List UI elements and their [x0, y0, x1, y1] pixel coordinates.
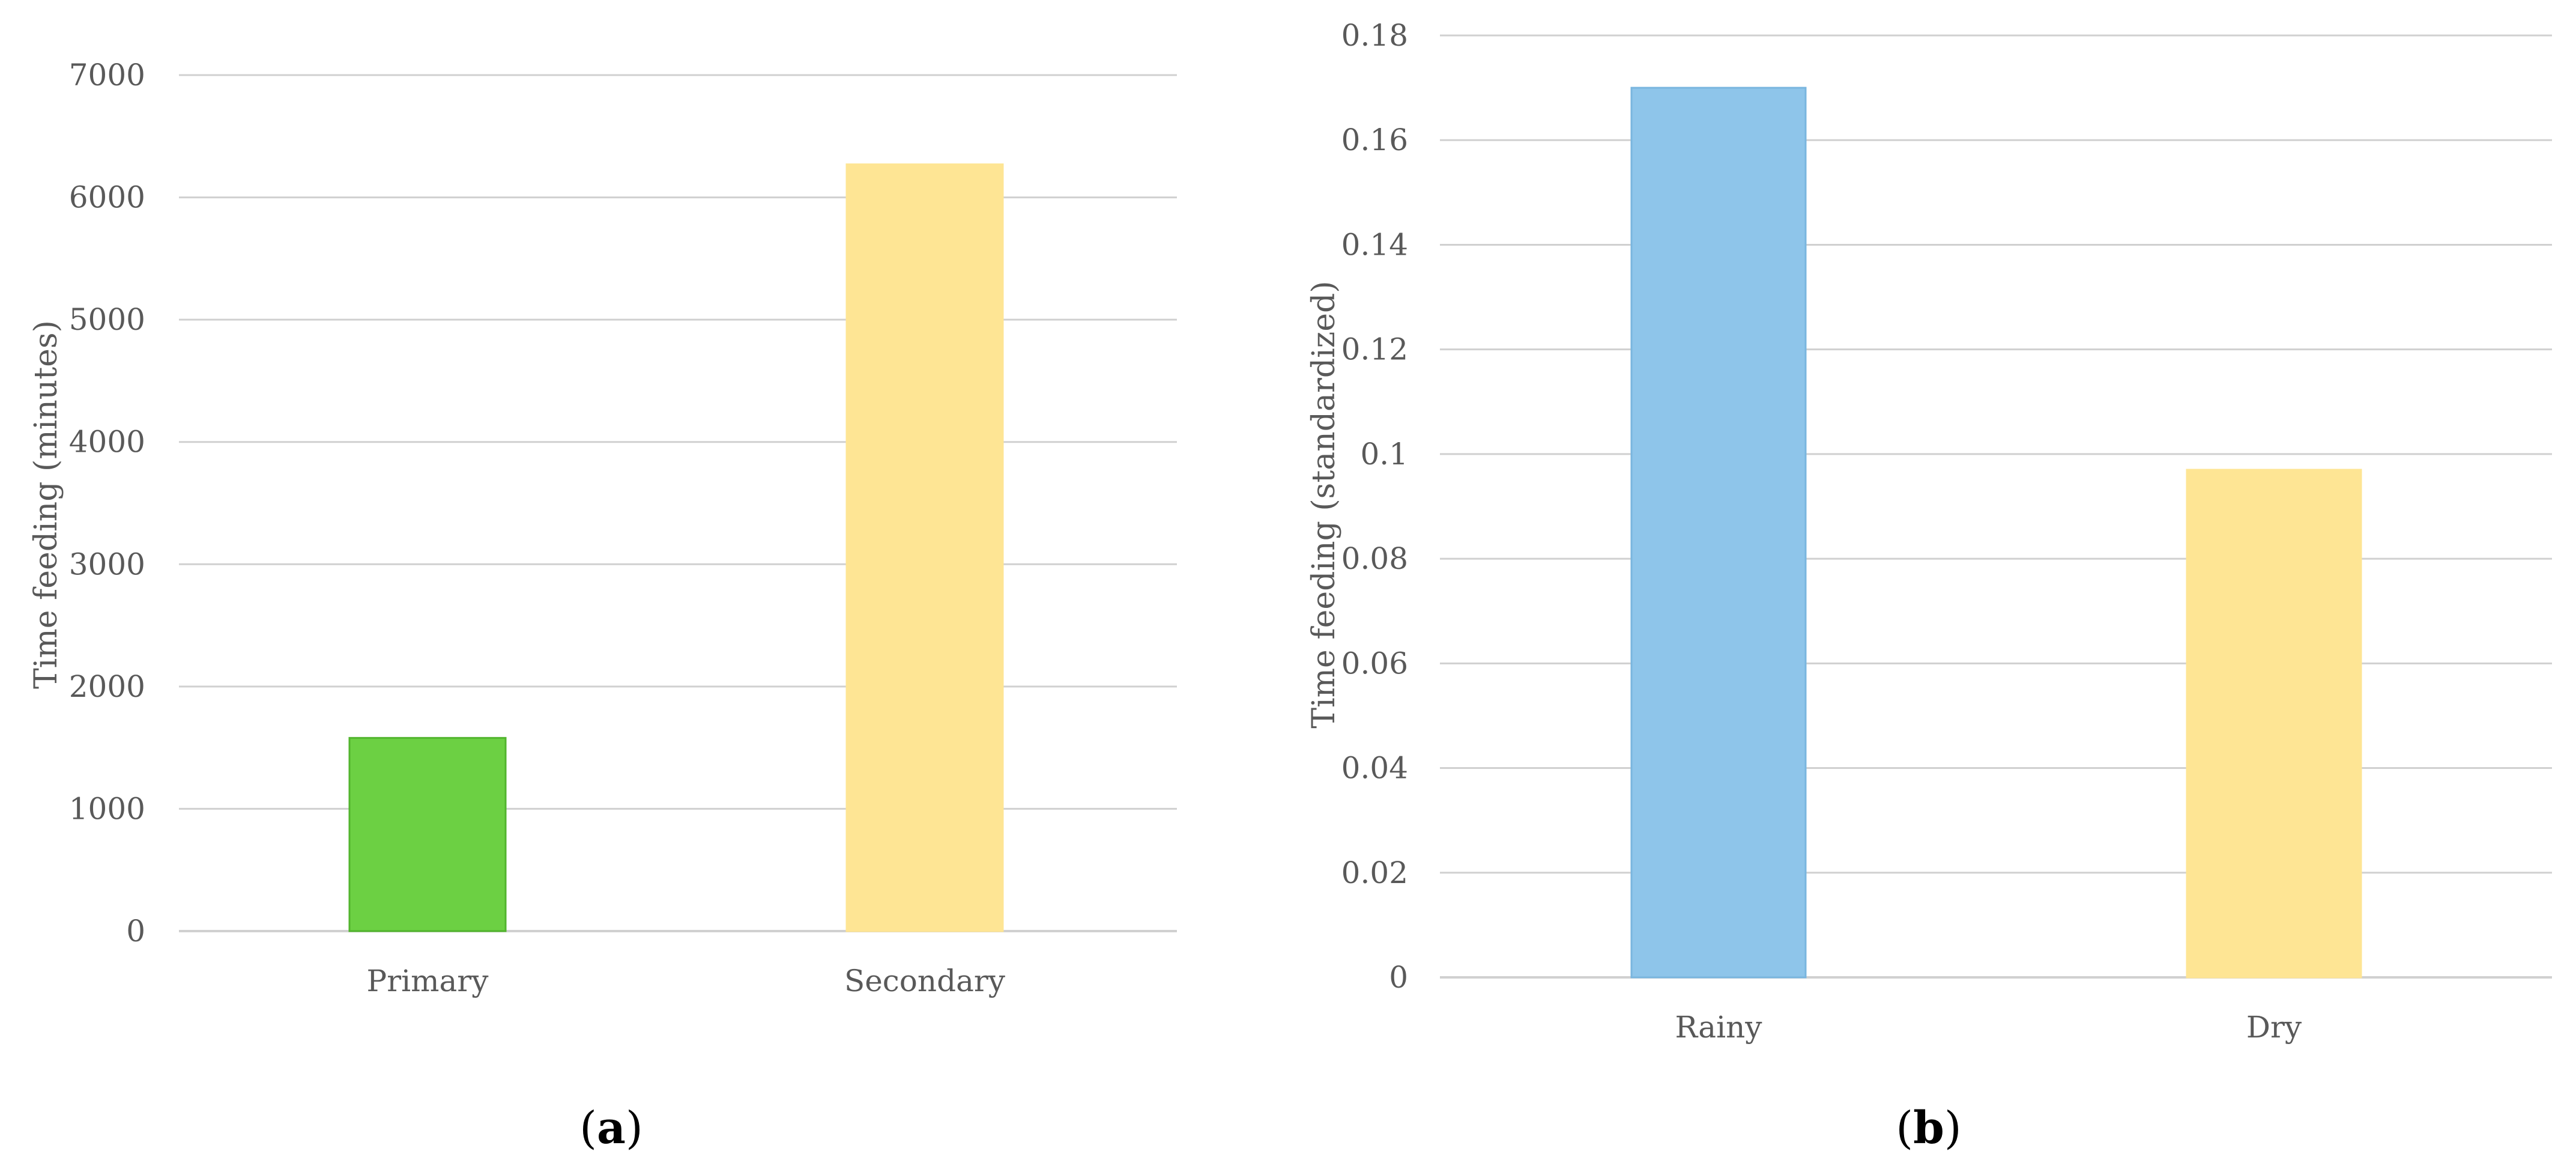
chart-b-y-tick-label: 0.1 — [1360, 437, 1408, 472]
chart-a-category-label-primary: Primary — [367, 964, 489, 998]
chart-b-panel-label: (b) — [1896, 1102, 1962, 1154]
chart-a-y-axis-title: Time feeding (minutes) — [28, 320, 64, 689]
chart-b-y-tick-label: 0.14 — [1341, 227, 1408, 262]
chart-b-y-tick-label: 0.12 — [1341, 332, 1408, 367]
chart-b-y-axis-title: Time feeding (standardized) — [1306, 281, 1342, 728]
chart-a-y-tick-label: 0 — [126, 914, 145, 949]
chart-b-y-tick-label: 0.08 — [1341, 541, 1408, 576]
chart-b-bar-dry — [2186, 469, 2362, 979]
chart-a-y-tick-label: 5000 — [69, 302, 145, 337]
chart-a-bar-primary — [348, 736, 507, 932]
chart-a-y-tick-label: 1000 — [69, 791, 145, 826]
chart-b: 0 0.02 0.04 0.06 0.08 0.1 0.12 0.14 0.16 0.18 Rai… — [1306, 18, 2552, 1154]
chart-b-y-tick-label: 0.18 — [1341, 18, 1408, 53]
chart-b-y-tick-label: 0.16 — [1341, 123, 1408, 157]
chart-a: 0 1000 2000 3000 4000 5000 6000 7000 Primary Sec… — [28, 58, 1177, 1154]
chart-a-y-tick-label: 6000 — [69, 180, 145, 215]
chart-b-category-labels: Rainy Dry — [1675, 1010, 2302, 1045]
chart-b-category-label-dry: Dry — [2246, 1010, 2302, 1045]
chart-b-bar-rainy — [1630, 87, 1807, 979]
chart-a-category-label-secondary: Secondary — [844, 964, 1006, 998]
chart-b-y-tick-label: 0.02 — [1341, 855, 1408, 890]
chart-a-y-tick-label: 7000 — [69, 58, 145, 93]
chart-a-y-tick-label: 2000 — [69, 669, 145, 704]
chart-b-y-tick-labels: 0 0.02 0.04 0.06 0.08 0.1 0.12 0.14 0.16 0.18 — [1341, 18, 1408, 995]
chart-b-bars — [1630, 87, 2362, 979]
chart-a-y-tick-label: 3000 — [69, 547, 145, 581]
chart-a-gridlines — [179, 74, 1177, 932]
chart-a-bar-secondary — [845, 163, 1004, 932]
chart-a-y-tick-labels: 0 1000 2000 3000 4000 5000 6000 7000 — [69, 58, 145, 949]
chart-b-y-tick-label: 0 — [1389, 960, 1408, 995]
chart-b-category-label-rainy: Rainy — [1675, 1010, 1762, 1045]
chart-b-y-tick-label: 0.06 — [1341, 646, 1408, 681]
chart-a-panel-label: (a) — [579, 1102, 643, 1154]
chart-a-bars — [348, 163, 1004, 932]
chart-b-gridlines — [1440, 34, 2552, 979]
chart-a-y-tick-label: 4000 — [69, 425, 145, 460]
chart-b-y-tick-label: 0.04 — [1341, 751, 1408, 786]
chart-a-category-labels: Primary Secondary — [367, 964, 1006, 998]
